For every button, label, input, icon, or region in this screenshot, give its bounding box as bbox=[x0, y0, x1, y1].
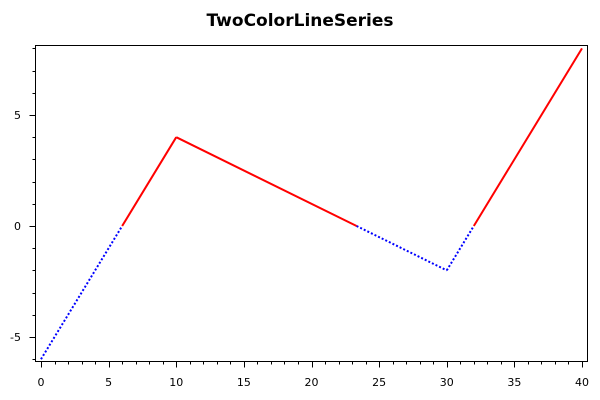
line-segment-below bbox=[445, 225, 475, 271]
y-tick-label: -5 bbox=[10, 331, 21, 344]
line-segment-above bbox=[175, 136, 358, 227]
x-tick-label: 40 bbox=[575, 376, 589, 389]
line-segment-above bbox=[472, 47, 583, 227]
line-segment-below bbox=[356, 225, 448, 272]
plot-frame bbox=[35, 45, 588, 362]
x-tick-label: 10 bbox=[169, 376, 183, 389]
x-tick-label: 35 bbox=[507, 376, 521, 389]
y-tick-label: 5 bbox=[14, 109, 21, 122]
series-two-color-line bbox=[40, 47, 583, 360]
x-tick-label: 0 bbox=[38, 376, 45, 389]
x-axis: 0 5 10 15 20 25 30 35 40 bbox=[38, 361, 589, 389]
line-segment-above bbox=[121, 136, 178, 227]
x-tick-label: 25 bbox=[372, 376, 386, 389]
line-segment-below bbox=[40, 225, 124, 360]
chart-title: TwoColorLineSeries bbox=[206, 11, 394, 31]
y-tick-label: 0 bbox=[14, 220, 21, 233]
x-tick-label: 15 bbox=[237, 376, 251, 389]
x-tick-label: 5 bbox=[105, 376, 112, 389]
x-tick-label: 30 bbox=[440, 376, 454, 389]
y-axis: -5 0 5 bbox=[10, 48, 36, 360]
x-tick-label: 20 bbox=[305, 376, 319, 389]
